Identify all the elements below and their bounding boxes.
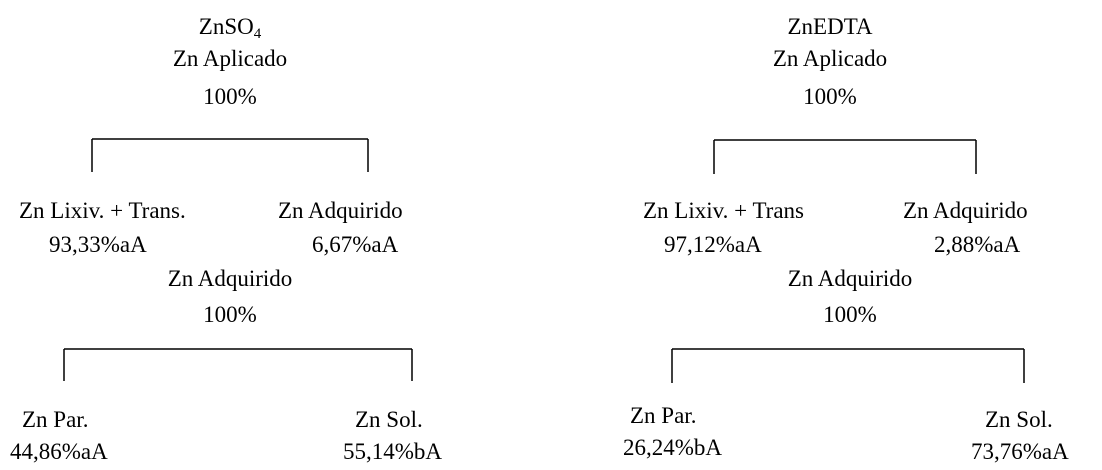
right-par-label: Zn Par. [630, 403, 697, 428]
left-title: ZnSO4 [198, 14, 262, 42]
left-top-bracket [91, 138, 369, 172]
right-applied-value: 100% [803, 84, 857, 109]
left-par-label: Zn Par. [22, 407, 89, 432]
right-leach-value: 97,12%aA [664, 232, 762, 257]
right-sol-value: 73,76%aA [971, 439, 1069, 464]
left-acquired-branch-label: Zn Adquirido [278, 198, 403, 223]
right-sol-label: Zn Sol. [985, 407, 1053, 432]
right-par-value: 26,24%bA [623, 435, 723, 460]
left-sol-value: 55,14%bA [343, 439, 443, 464]
left-acquired-branch-value: 6,67%aA [312, 232, 399, 257]
left-leach-label: Zn Lixiv. + Trans. [19, 198, 186, 223]
left-acquired-label: Zn Adquirido [167, 266, 293, 291]
left-sol-label: Zn Sol. [355, 407, 423, 432]
left-bottom-bracket [63, 348, 413, 381]
left-par-value: 44,86%aA [10, 439, 108, 464]
right-acquired-branch-label: Zn Adquirido [903, 198, 1028, 223]
right-leach-label: Zn Lixiv. + Trans [643, 198, 804, 223]
right-title: ZnEDTA [787, 14, 873, 39]
right-acquired-branch-value: 2,88%aA [934, 232, 1021, 257]
right-acquired-label: Zn Adquirido [787, 266, 913, 291]
right-top-bracket [713, 139, 977, 174]
right-bottom-bracket [671, 348, 1025, 383]
left-applied-label: Zn Aplicado [172, 46, 288, 71]
left-leach-value: 93,33%aA [49, 232, 147, 257]
left-applied-value: 100% [203, 84, 257, 109]
left-acquired-value: 100% [203, 302, 257, 327]
right-applied-label: Zn Aplicado [772, 46, 888, 71]
right-acquired-value: 100% [823, 302, 877, 327]
